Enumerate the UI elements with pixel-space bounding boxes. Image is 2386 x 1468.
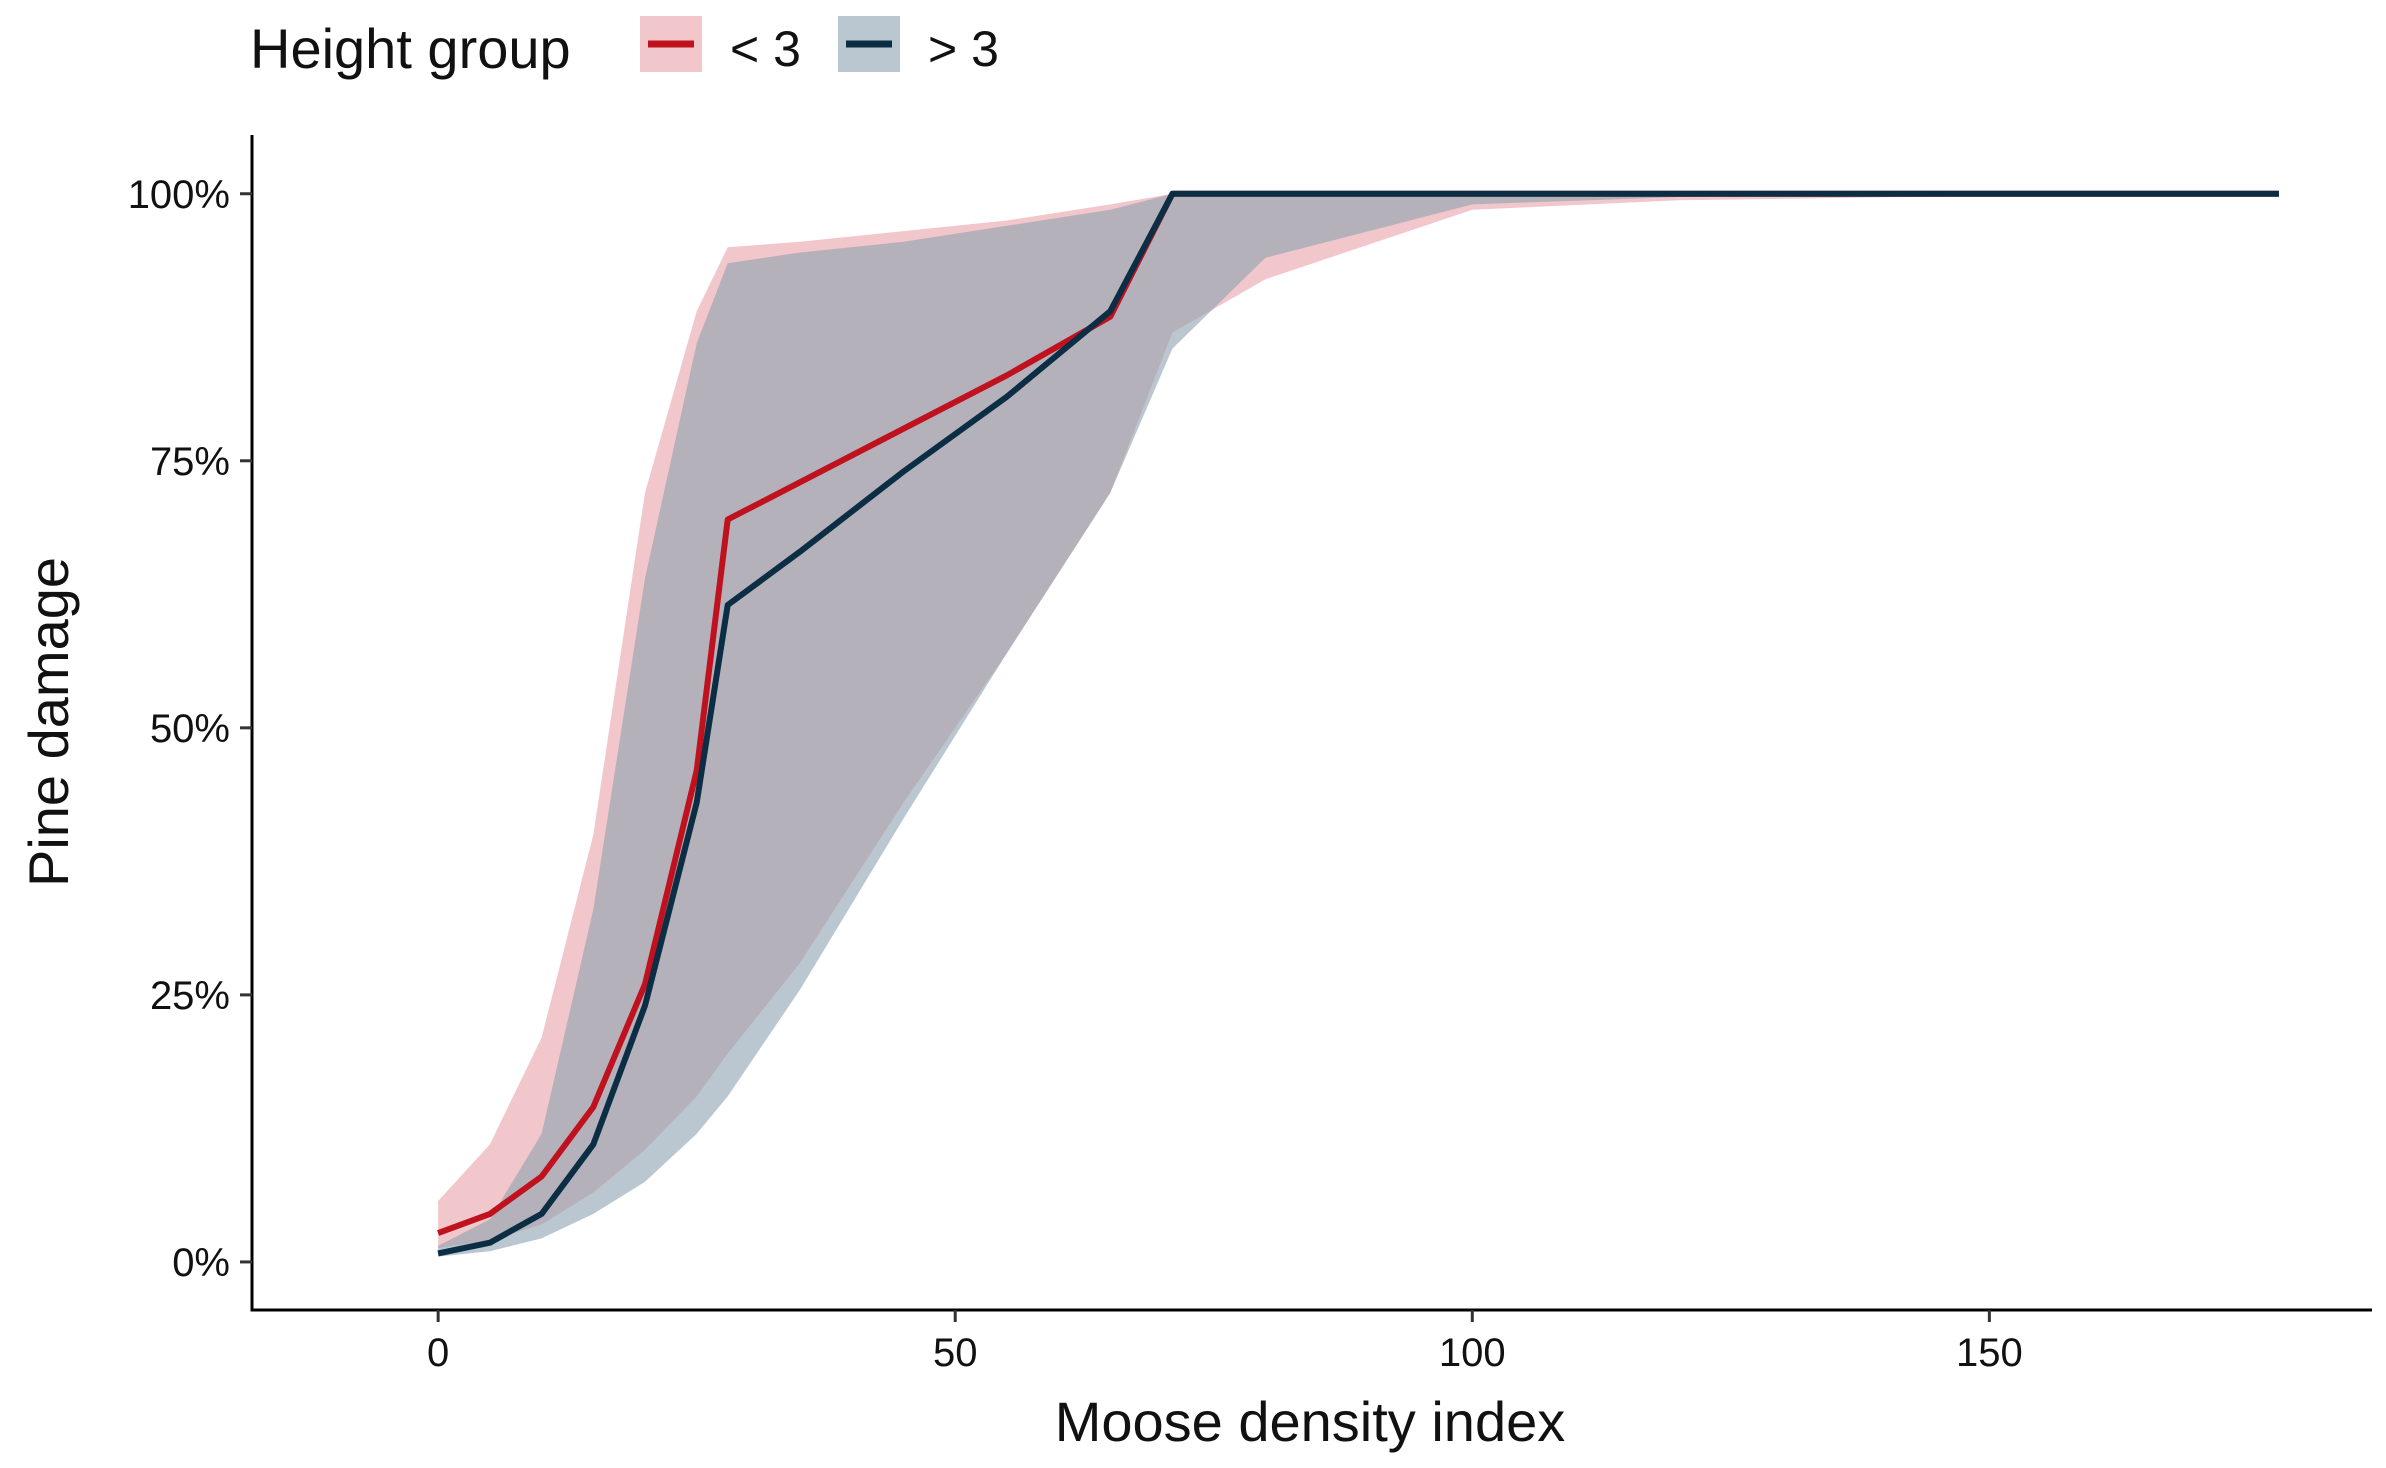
legend-label-2: > 3	[928, 21, 999, 77]
legend-keys	[640, 16, 900, 72]
y-tick-label: 25%	[150, 974, 230, 1018]
y-tick-label: 100%	[128, 173, 230, 217]
x-tick-label: 100	[1439, 1331, 1506, 1375]
axes	[250, 135, 2372, 1312]
ribbon-series-2	[438, 193, 2279, 1257]
ticks: 0% 25% 50% 75% 100% 0 50 100 150	[128, 173, 2023, 1375]
y-tick-label: 0%	[172, 1241, 230, 1285]
y-tick-label: 50%	[150, 707, 230, 751]
legend: Height group < 3 > 3	[250, 16, 999, 80]
legend-label-1: < 3	[730, 21, 801, 77]
series-lines	[437, 190, 2279, 1257]
x-axis-title: Moose density index	[1055, 1390, 1566, 1453]
confidence-ribbons	[438, 193, 2279, 1257]
x-tick-label: 50	[933, 1331, 978, 1375]
legend-title: Height group	[250, 17, 571, 80]
line-series-2	[437, 190, 2279, 1257]
x-tick-label: 150	[1956, 1331, 2023, 1375]
y-axis-title: Pine damage	[17, 557, 80, 887]
x-tick-label: 0	[427, 1331, 449, 1375]
y-tick-label: 75%	[150, 440, 230, 484]
